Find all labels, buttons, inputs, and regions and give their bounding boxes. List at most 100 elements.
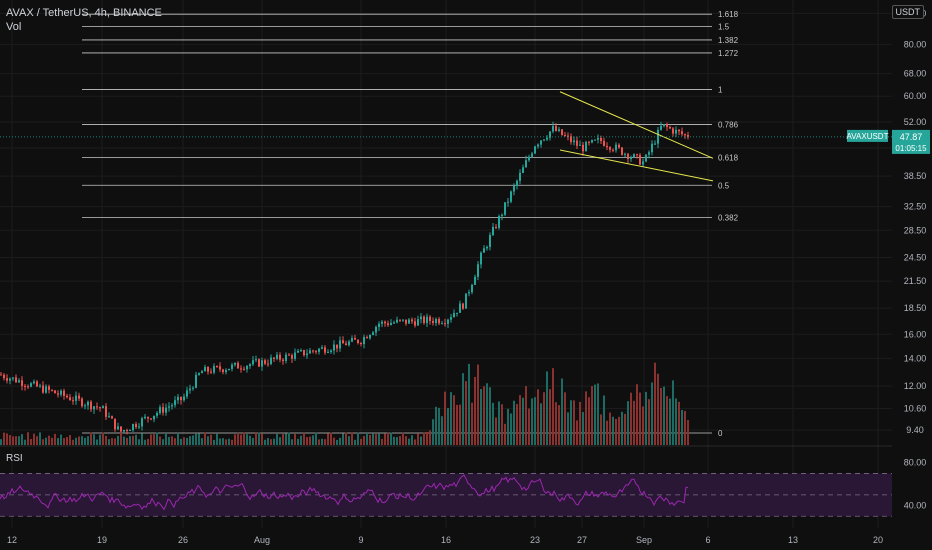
volume-bar xyxy=(279,437,281,445)
candle-body xyxy=(219,366,221,370)
candle-body xyxy=(624,153,626,155)
volume-bar xyxy=(579,401,581,445)
candle-body xyxy=(426,316,428,324)
volume-bar xyxy=(264,439,266,445)
candle-body xyxy=(537,144,539,147)
candle-body xyxy=(531,153,533,157)
candle-body xyxy=(543,139,545,141)
candle-body xyxy=(204,366,206,372)
volume-bar xyxy=(573,400,575,445)
volume-bar xyxy=(675,398,677,445)
volume-bar xyxy=(639,392,641,445)
candle-body xyxy=(264,360,266,364)
candle-body xyxy=(570,136,572,143)
volume-bar xyxy=(75,437,77,445)
volume-bar xyxy=(390,432,392,445)
rsi-line xyxy=(0,474,688,511)
currency-button[interactable]: USDT xyxy=(891,5,924,19)
candle-body xyxy=(102,406,104,409)
candle-body xyxy=(363,336,365,345)
candle-body xyxy=(675,129,677,134)
candle-body xyxy=(585,141,587,152)
candle-body xyxy=(255,359,257,361)
volume-bars: 0 xyxy=(0,362,723,445)
price-tick-label: 80.00 xyxy=(904,39,927,49)
candle-body xyxy=(51,389,53,391)
candle-body xyxy=(480,252,482,265)
volume-bar xyxy=(246,434,248,445)
volume-bar xyxy=(288,432,290,445)
candle-body xyxy=(195,374,197,388)
volume-bar xyxy=(519,395,521,445)
volume-bar xyxy=(189,436,191,445)
volume-bar xyxy=(588,397,590,445)
volume-bar xyxy=(609,412,611,445)
volume-bar xyxy=(33,433,35,445)
candle-body xyxy=(636,154,638,156)
candle-body xyxy=(96,406,98,408)
candle-body xyxy=(504,202,506,215)
candle-body xyxy=(441,323,443,325)
fib-label: 0.618 xyxy=(718,153,739,162)
volume-bar xyxy=(654,362,656,445)
candle-body xyxy=(324,347,326,353)
volume-bar xyxy=(270,439,272,445)
volume-bar xyxy=(285,433,287,445)
fib-label: 1.272 xyxy=(718,49,739,58)
volume-bar xyxy=(27,432,29,445)
volume-bar xyxy=(495,417,497,445)
volume-bar xyxy=(120,432,122,445)
candle-body xyxy=(387,323,389,326)
volume-bar xyxy=(255,432,257,445)
volume-zero-label: 0 xyxy=(718,429,723,438)
volume-bar xyxy=(126,438,128,445)
volume-bar xyxy=(651,382,653,445)
candle-body xyxy=(24,385,26,387)
symbol-tag xyxy=(847,129,888,142)
candle-body xyxy=(90,401,92,410)
volume-bar xyxy=(114,438,116,445)
candle-body xyxy=(288,354,290,356)
volume-bar xyxy=(567,412,569,445)
candle-body xyxy=(471,284,473,293)
candle-body xyxy=(687,134,689,137)
candle-body xyxy=(114,418,116,430)
volume-bar xyxy=(648,399,650,445)
volume-bar xyxy=(657,373,659,445)
candle-body xyxy=(408,319,410,324)
candle-body xyxy=(12,377,14,379)
candle-body xyxy=(279,354,281,360)
candle-body xyxy=(159,407,161,413)
volume-bar xyxy=(102,432,104,445)
volume-bar xyxy=(483,386,485,445)
volume-bar xyxy=(300,435,302,445)
volume-bar xyxy=(261,433,263,445)
candle-body xyxy=(444,323,446,325)
volume-bar xyxy=(615,418,617,445)
candle-body xyxy=(417,319,419,326)
volume-bar xyxy=(0,439,2,445)
fib-label: 0.382 xyxy=(718,214,739,223)
price-tag xyxy=(892,129,930,154)
candle-body xyxy=(486,246,488,249)
candle-body xyxy=(18,380,20,383)
volume-bar xyxy=(9,435,11,445)
candle-body xyxy=(492,226,494,236)
candle-body xyxy=(48,386,50,390)
volume-bar xyxy=(369,434,371,445)
volume-bar xyxy=(291,439,293,445)
candle-body xyxy=(468,292,470,294)
volume-bar xyxy=(336,439,338,445)
volume-bar xyxy=(669,398,671,445)
candle-body xyxy=(69,397,71,401)
candle-body xyxy=(327,351,329,353)
candle-body xyxy=(132,424,134,431)
volume-bar xyxy=(330,432,332,445)
volume-bar xyxy=(591,386,593,445)
price-tick-label: 52.00 xyxy=(904,117,927,127)
candle-body xyxy=(435,319,437,324)
candle-body xyxy=(183,396,185,401)
candle-body xyxy=(342,340,344,344)
